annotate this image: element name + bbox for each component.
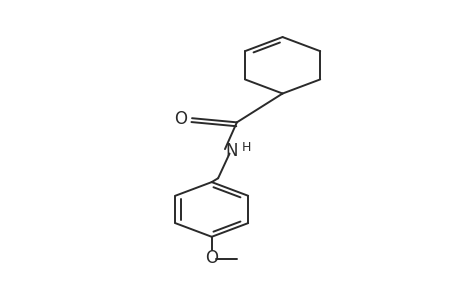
Text: H: H	[242, 140, 251, 154]
Text: O: O	[174, 110, 187, 128]
Text: O: O	[205, 249, 218, 267]
Text: N: N	[225, 142, 238, 160]
